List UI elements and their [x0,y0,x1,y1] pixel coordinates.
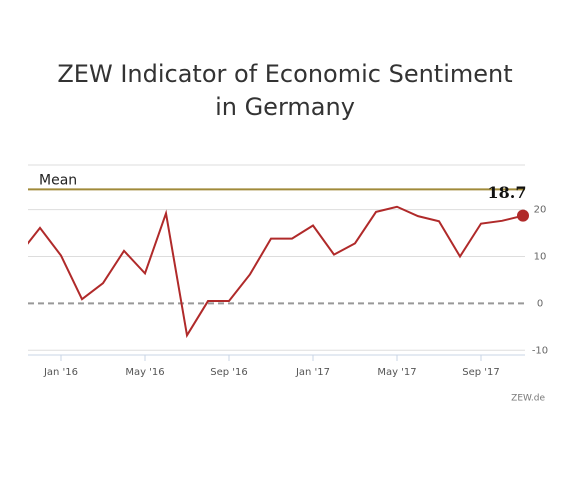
mean-label: Mean [39,172,77,188]
plot-area [28,205,524,339]
data-label: 18.7 [488,183,527,202]
source: ZEW.de [511,394,545,404]
line [28,205,524,339]
last-point [517,209,529,222]
x-tick-label: Sep '16 [210,367,248,378]
x-tick-label: Jan '16 [43,367,78,378]
x-tick-label: Jan '17 [295,367,330,378]
x-tick-label: May '16 [125,367,164,378]
x-tick-label: Sep '17 [462,367,500,378]
y-tick-label: -10 [532,345,548,356]
y-tick-label: 0 [537,298,543,309]
y-tick-label: 20 [534,205,547,216]
chart-title: ZEW Indicator of Economic Sentiment in G… [57,60,513,121]
x-tick-label: May '17 [377,367,416,378]
y-tick-label: 10 [534,251,547,262]
